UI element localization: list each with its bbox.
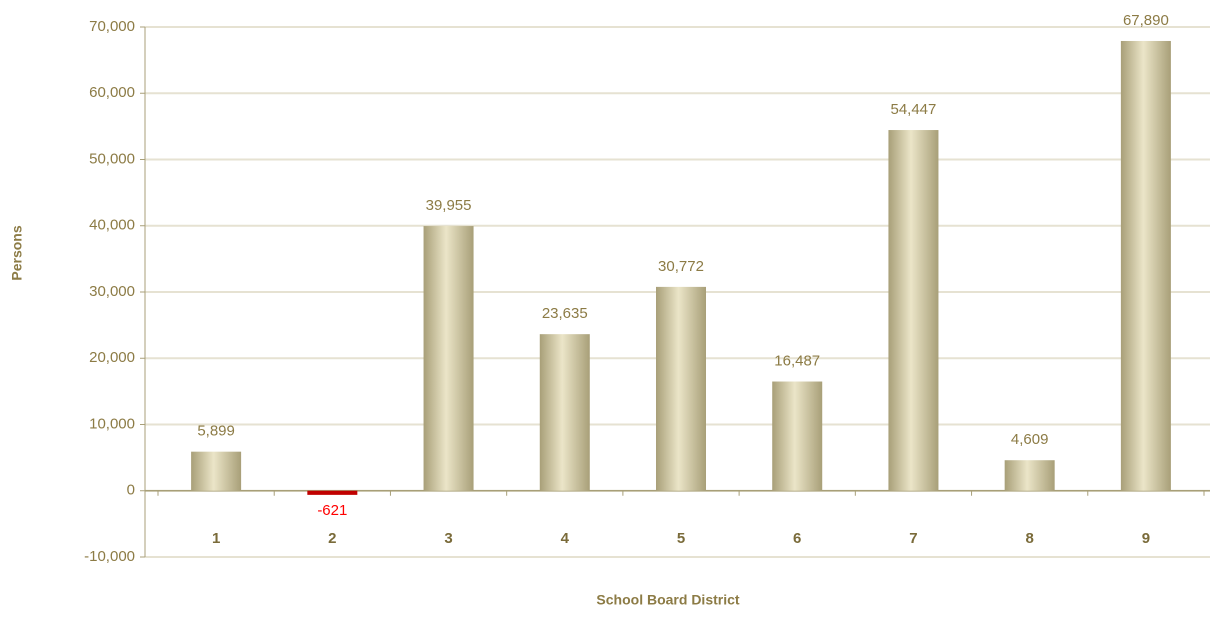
data-label: 16,487 <box>774 352 820 369</box>
y-tick-label: 60,000 <box>89 84 135 101</box>
x-tick-label: 7 <box>909 530 917 547</box>
bar <box>423 226 474 491</box>
y-tick-label: 70,000 <box>89 18 135 35</box>
x-tick-label: 9 <box>1142 530 1150 547</box>
data-label: 30,772 <box>658 258 704 275</box>
bar <box>1004 460 1055 491</box>
data-label: 39,955 <box>426 197 472 214</box>
y-tick-label: 10,000 <box>89 415 135 432</box>
data-label: 54,447 <box>890 101 936 118</box>
x-axis-title: School Board District <box>596 592 739 608</box>
bar <box>772 381 823 491</box>
x-tick-label: 8 <box>1025 530 1033 547</box>
x-tick-label: 6 <box>793 530 801 547</box>
data-label: 67,890 <box>1123 12 1169 29</box>
data-label: -621 <box>317 502 347 519</box>
x-tick-label: 3 <box>444 530 452 547</box>
x-tick-label: 1 <box>212 530 220 547</box>
data-label: 4,609 <box>1011 431 1049 448</box>
data-label: 23,635 <box>542 305 588 322</box>
y-tick-label: 50,000 <box>89 150 135 167</box>
data-label: 5,899 <box>197 423 235 440</box>
x-tick-label: 5 <box>677 530 685 547</box>
bar <box>307 490 358 495</box>
x-tick-label: 4 <box>561 530 570 547</box>
bar <box>191 451 242 491</box>
y-tick-label: 20,000 <box>89 349 135 366</box>
y-tick-label: 30,000 <box>89 283 135 300</box>
bar <box>656 286 706 491</box>
y-tick-label: 40,000 <box>89 217 135 234</box>
bar <box>888 130 939 491</box>
bar <box>539 334 590 491</box>
y-axis-title: Persons <box>9 225 25 280</box>
y-tick-label: 0 <box>127 482 135 499</box>
x-tick-label: 2 <box>328 530 336 547</box>
bar <box>1120 40 1171 491</box>
y-tick-label: -10,000 <box>84 548 135 565</box>
